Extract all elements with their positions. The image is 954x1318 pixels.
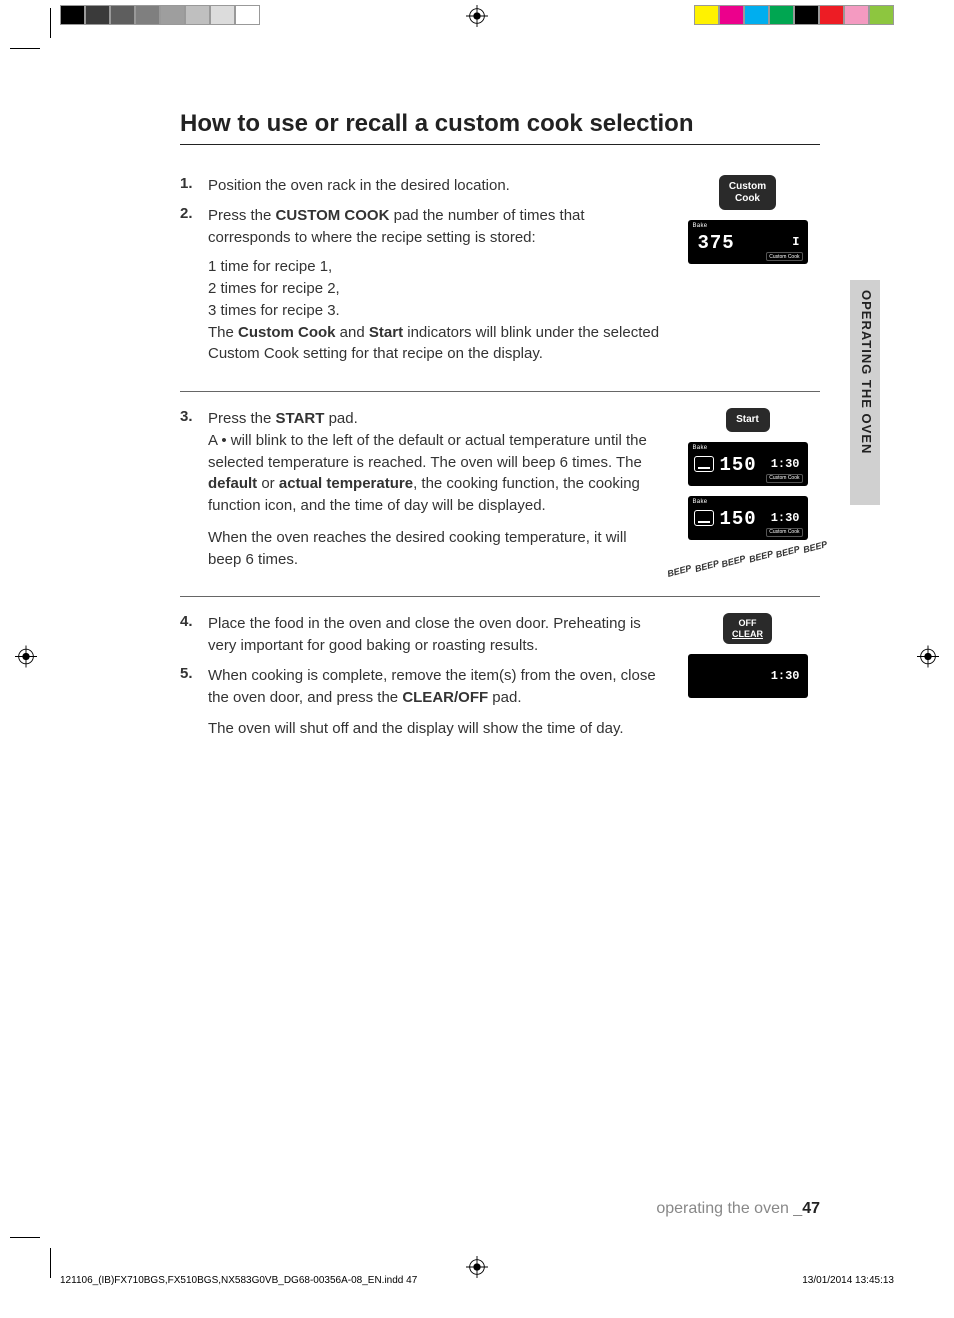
step-body: Position the oven rack in the desired lo… xyxy=(208,175,510,197)
step-block-2: 3. Press the START pad. A • will blink t… xyxy=(180,408,820,597)
oven-display-1: Bake 375 I Custom Cook xyxy=(688,220,808,264)
step-1: 1. Position the oven rack in the desired… xyxy=(180,175,661,197)
page-title: How to use or recall a custom cook selec… xyxy=(180,110,820,145)
step-2: 2. Press the CUSTOM COOK pad the number … xyxy=(180,205,661,365)
off-clear-pad-icon: OFFCLEAR xyxy=(723,613,772,644)
custom-cook-pad-icon: CustomCook xyxy=(719,175,776,210)
step-number: 4. xyxy=(180,613,208,657)
illustration-block-2: Start Bake 150 1:30 Custom Cook Bake 150… xyxy=(675,408,820,578)
step-block-1: 1. Position the oven rack in the desired… xyxy=(180,175,820,392)
page-footer-label: operating the oven _47 xyxy=(656,1200,820,1218)
registration-mark-left xyxy=(15,646,37,673)
step-body: Press the CUSTOM COOK pad the number of … xyxy=(208,205,661,365)
oven-display-2b: Bake 150 1:30 Custom Cook xyxy=(688,496,808,540)
crop-mark-bl xyxy=(30,1218,70,1258)
beep-indicator: BEEPBEEPBEEPBEEPBEEPBEEP xyxy=(667,540,828,578)
file-footer: 121106_(IB)FX710BGS,FX510BGS,NX583G0VB_D… xyxy=(60,1275,894,1286)
crop-mark-tl xyxy=(30,28,70,68)
step-body: Place the food in the oven and close the… xyxy=(208,613,661,657)
step-number: 5. xyxy=(180,665,208,740)
oven-icon xyxy=(694,456,714,472)
file-path: 121106_(IB)FX710BGS,FX510BGS,NX583G0VB_D… xyxy=(60,1275,417,1286)
step-4: 4. Place the food in the oven and close … xyxy=(180,613,661,657)
illustration-block-3: OFFCLEAR 1:30 xyxy=(675,613,820,748)
registration-mark-top xyxy=(466,5,488,32)
step-number: 2. xyxy=(180,205,208,365)
step-body: When cooking is complete, remove the ite… xyxy=(208,665,661,740)
page-content: OPERATING THE OVEN How to use or recall … xyxy=(70,55,880,1248)
start-pad-icon: Start xyxy=(726,408,770,432)
illustration-block-1: CustomCook Bake 375 I Custom Cook xyxy=(675,175,820,373)
oven-display-2a: Bake 150 1:30 Custom Cook xyxy=(688,442,808,486)
step-body: Press the START pad. A • will blink to t… xyxy=(208,408,661,570)
oven-icon xyxy=(694,510,714,526)
step-block-3: 4. Place the food in the oven and close … xyxy=(180,613,820,766)
step-number: 1. xyxy=(180,175,208,197)
registration-mark-right xyxy=(917,646,939,673)
step-5: 5. When cooking is complete, remove the … xyxy=(180,665,661,740)
file-datetime: 13/01/2014 13:45:13 xyxy=(802,1275,894,1286)
oven-display-3: 1:30 xyxy=(688,654,808,698)
step-3: 3. Press the START pad. A • will blink t… xyxy=(180,408,661,570)
side-tab-label: OPERATING THE OVEN xyxy=(859,290,874,454)
side-tab: OPERATING THE OVEN xyxy=(850,280,880,505)
step-number: 3. xyxy=(180,408,208,570)
